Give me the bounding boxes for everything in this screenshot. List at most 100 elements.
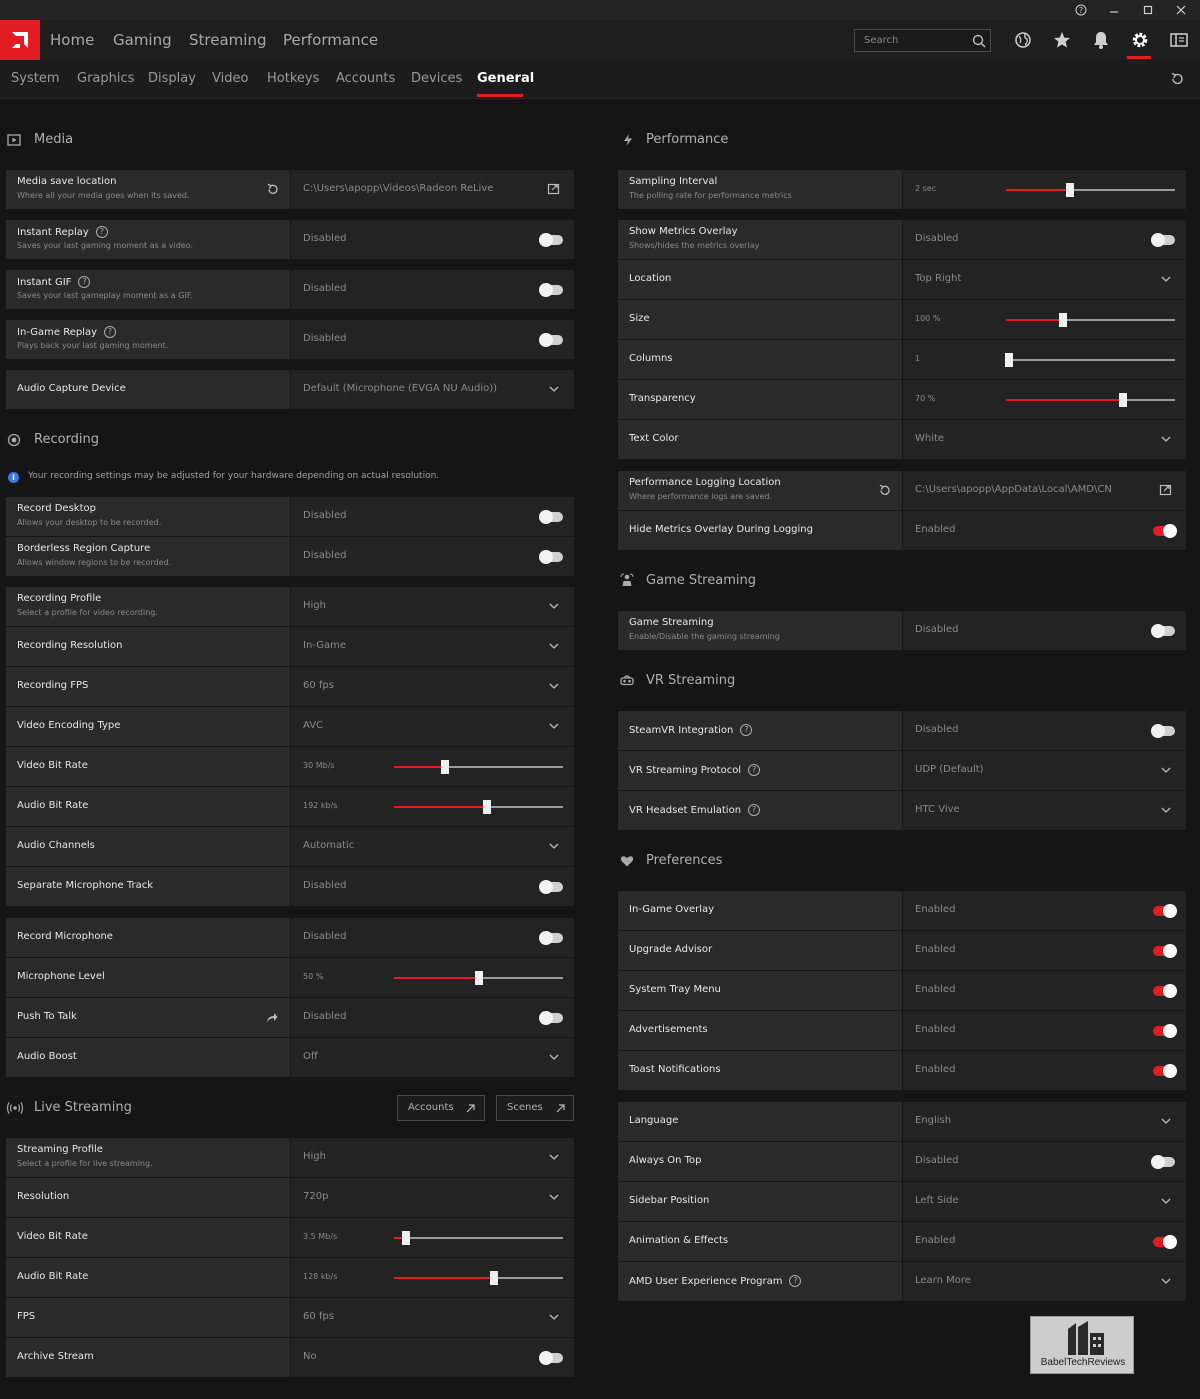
amd-user-experience-program-help-icon[interactable]: ? [789,1275,802,1287]
steamvr-integration-toggle[interactable] [1151,724,1175,738]
nav-streaming[interactable]: Streaming [189,31,267,49]
nav-gaming[interactable]: Gaming [113,31,172,49]
video-bit-rate-slider-track[interactable] [394,760,563,774]
game-streaming-toggle[interactable] [1151,624,1175,638]
location-chevron-down-icon[interactable] [1161,274,1171,284]
streaming-profile-chevron-down-icon[interactable] [549,1152,559,1162]
tab-display[interactable]: Display [148,71,196,86]
language-chevron-down-icon[interactable] [1161,1116,1171,1126]
audio-bit-rate-value: 192 kb/s [303,801,338,810]
instant-replay-help-icon[interactable]: ? [95,226,108,238]
in-game-replay-toggle[interactable] [539,333,563,347]
tab-graphics[interactable]: Graphics [77,71,135,86]
video-bit-rate-slider-track[interactable] [394,1231,563,1245]
show-metrics-overlay-toggle[interactable] [1151,233,1175,247]
nav-home[interactable]: Home [50,31,95,49]
minimize-icon[interactable] [1099,0,1129,20]
vr-headset-emulation-chevron-down-icon[interactable] [1161,805,1171,815]
resolution-chevron-down-icon[interactable] [549,1192,559,1202]
close-icon[interactable] [1166,0,1196,20]
instant-gif-help-icon[interactable]: ? [78,276,91,288]
recording-resolution-chevron-down-icon[interactable] [549,641,559,651]
sidebar-position-chevron-down-icon[interactable] [1161,1196,1171,1206]
info-icon: i [8,472,19,483]
fps-chevron-down-icon[interactable] [549,1312,559,1322]
tab-hotkeys[interactable]: Hotkeys [267,71,320,86]
media-save-location-folder-open-icon[interactable] [547,182,560,195]
search-icon[interactable] [972,34,986,48]
microphone-level-slider-track[interactable] [394,971,563,985]
size-slider-thumb[interactable] [1059,313,1068,327]
sidebar-toggle-icon[interactable] [1168,30,1190,50]
video-bit-rate-slider-thumb[interactable] [401,1231,410,1245]
transparency-slider-thumb[interactable] [1118,393,1127,407]
scenes-button[interactable]: Scenes [496,1095,574,1121]
sampling-interval-slider-thumb[interactable] [1066,183,1075,197]
maximize-icon[interactable] [1133,0,1163,20]
title-bar [0,0,1200,20]
push-to-talk-share-icon[interactable] [265,1011,278,1024]
performance-logging-location-reset-icon[interactable] [878,484,891,497]
audio-channels-chevron-down-icon[interactable] [549,841,559,851]
separate-microphone-track-toggle[interactable] [539,880,563,894]
borderless-region-capture-toggle[interactable] [539,550,563,564]
hide-metrics-overlay-during-logging-toggle[interactable] [1153,524,1177,538]
performance-logging-location-folder-open-icon[interactable] [1159,483,1172,496]
columns-slider-thumb[interactable] [1005,353,1014,367]
archive-stream-toggle[interactable] [539,1351,563,1365]
nav-performance[interactable]: Performance [283,31,379,49]
tab-general[interactable]: General [477,71,535,86]
search-input[interactable] [855,30,965,51]
globe-icon[interactable] [1012,30,1034,50]
vr-headset-emulation-help-icon[interactable]: ? [748,804,761,816]
video-bit-rate-slider-thumb[interactable] [440,760,449,774]
record-desktop-toggle[interactable] [539,510,563,524]
push-to-talk-toggle[interactable] [539,1011,563,1025]
recording-profile-chevron-down-icon[interactable] [549,601,559,611]
star-icon[interactable] [1051,30,1073,50]
audio-boost-chevron-down-icon[interactable] [549,1052,559,1062]
audio-bit-rate-slider-track[interactable] [394,1271,563,1285]
transparency-slider-track[interactable] [1006,393,1175,407]
amd-logo-icon[interactable] [0,20,40,60]
size-slider-track[interactable] [1006,313,1175,327]
audio-bit-rate-slider-thumb[interactable] [482,800,491,814]
columns-slider-track[interactable] [1005,353,1175,367]
instant-gif-toggle[interactable] [539,283,563,297]
audio-capture-device-value: Default (Microphone (EVGA NU Audio)) [303,383,498,394]
advertisements-toggle[interactable] [1153,1024,1177,1038]
recording-fps-chevron-down-icon[interactable] [549,681,559,691]
text-color-chevron-down-icon[interactable] [1161,434,1171,444]
in-game-overlay-toggle[interactable] [1153,904,1177,918]
upgrade-advisor-toggle[interactable] [1153,944,1177,958]
accounts-button[interactable]: Accounts [397,1095,485,1121]
audio-bit-rate-slider-thumb[interactable] [489,1271,498,1285]
animation-and-effects-toggle[interactable] [1153,1235,1177,1249]
audio-capture-device-chevron-down-icon[interactable] [549,384,559,394]
tab-system[interactable]: System [11,71,60,86]
tab-video[interactable]: Video [212,71,249,86]
advertisements-label-text: Advertisements [629,1024,708,1035]
vr-streaming-protocol-help-icon[interactable]: ? [748,764,761,776]
vr-streaming-protocol-chevron-down-icon[interactable] [1161,765,1171,775]
in-game-replay-help-icon[interactable]: ? [104,326,117,338]
record-microphone-toggle[interactable] [539,931,563,945]
media-save-location-reset-icon[interactable] [266,183,279,196]
toast-notifications-toggle[interactable] [1153,1064,1177,1078]
settings-gear-icon[interactable] [1129,30,1151,50]
audio-bit-rate-slider-track[interactable] [394,800,563,814]
steamvr-integration-help-icon[interactable]: ? [740,724,753,736]
tab-devices[interactable]: Devices [411,71,463,86]
search-box[interactable] [854,29,991,52]
tab-accounts[interactable]: Accounts [336,71,396,86]
video-encoding-type-chevron-down-icon[interactable] [549,721,559,731]
notification-bell-icon[interactable] [1090,30,1112,50]
instant-replay-toggle[interactable] [539,233,563,247]
help-icon[interactable]: ? [1066,0,1096,20]
microphone-level-slider-thumb[interactable] [474,971,483,985]
system-tray-menu-toggle[interactable] [1153,984,1177,998]
sampling-interval-slider-track[interactable] [1006,183,1175,197]
reset-all-icon[interactable] [1170,72,1184,86]
amd-user-experience-program-chevron-down-icon[interactable] [1161,1276,1171,1286]
always-on-top-toggle[interactable] [1151,1155,1175,1169]
